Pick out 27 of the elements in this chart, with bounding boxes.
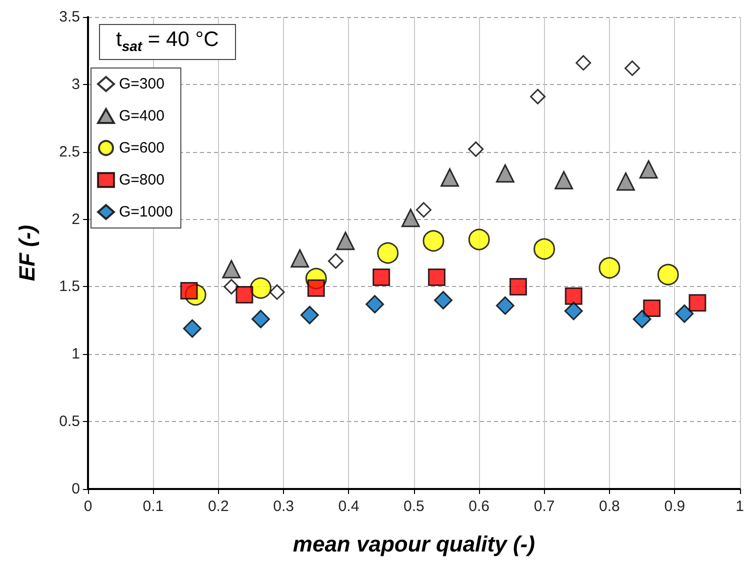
x-tick-label: 0.8 [599,498,620,515]
annotation: t$_{sat}$ = 40 °C [99,24,236,60]
x-axis-title: mean vapour quality (-) [292,532,535,556]
x-tick-label: 1 [736,498,744,515]
x-tick-label: 0.5 [403,498,424,515]
legend-label: G=1000 [119,204,173,220]
x-tick-label: 0.7 [534,498,555,515]
legend-label: G=600 [119,140,164,156]
x-tick-label: 0 [84,498,92,515]
y-tick-label: 3 [72,76,80,93]
y-tick-label: 3.5 [59,8,80,26]
y-tick-label: 0 [72,480,80,498]
x-tick-label: 0.1 [142,498,164,515]
y-tick-label: 1.5 [59,278,80,296]
y-tick-label: 0.5 [59,413,80,430]
y-tick-label: 2.5 [59,143,80,160]
legend-label: G=300 [119,76,164,92]
y-tick-label: 1 [72,346,80,363]
x-tick-label: 0.6 [468,498,490,515]
x-tick-label: 0.9 [664,498,686,515]
y-tick-label: 2 [72,210,80,228]
x-tick-label: 0.3 [273,498,294,515]
y-axis-title: EF (-) [14,224,40,282]
legend-label: G=800 [119,172,164,188]
x-tick-label: 0.4 [338,498,360,515]
legend-label: G=400 [119,108,164,124]
x-tick-label: 0.2 [208,498,229,515]
